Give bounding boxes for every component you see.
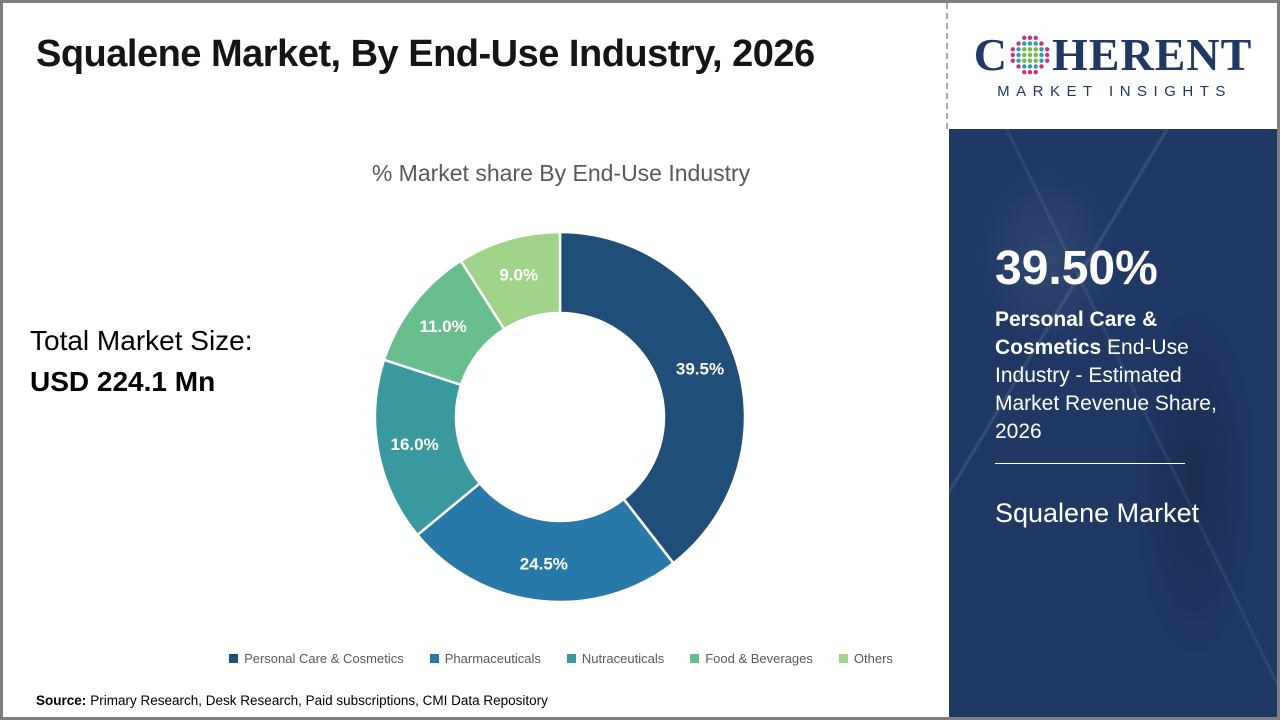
logo-text-prefix: C [973,29,1008,80]
donut-chart-svg: 39.5% 24.5% 16.0% 11.0% 9.0% [373,230,747,604]
globe-dot [1033,52,1038,58]
legend-item-4: Others [838,651,893,666]
legend-swatch-3 [690,654,700,663]
legend-label-1: Pharmaceuticals [444,651,541,666]
logo-subtitle: MARKET INSIGHTS [997,83,1232,100]
globe-dot [1033,64,1038,69]
legend-item-0: Personal Care & Cosmetics [229,651,404,666]
slice-label-1: 24.5% [520,555,568,574]
globe-dot [1027,69,1033,75]
sidebar-highlight-description: Personal Care & Cosmetics End-Use Indust… [995,306,1219,446]
globe-dot [1039,47,1044,52]
globe-dot [1033,47,1038,52]
legend-label-3: Food & Beverages [705,651,813,666]
globe-dot [1027,64,1033,69]
legend-label-0: Personal Care & Cosmetics [244,651,404,666]
legend-swatch-0 [229,654,239,663]
legend-item-1: Pharmaceuticals [429,651,541,666]
legend-swatch-1 [429,654,439,663]
legend-item-3: Food & Beverages [690,651,813,666]
donut-slice-0 [558,230,747,565]
sidebar: 39.50% Personal Care & Cosmetics End-Use… [949,129,1277,717]
globe-dot [1010,58,1015,63]
page-title: Squalene Market, By End-Use Industry, 20… [36,33,815,75]
logo: C HERENT MARKET INSIGHTS [949,3,1277,129]
globe-dot [1033,35,1038,41]
globe-dot [1022,58,1027,63]
globe-dot [1022,41,1027,46]
globe-dot [1016,47,1021,52]
chart-title: % Market share By End-Use Industry [371,160,751,186]
globe-dot [1022,69,1027,75]
source-text: Primary Research, Desk Research, Paid su… [90,693,548,708]
globe-dot [1016,52,1021,58]
globe-dot [1027,41,1033,46]
sidebar-divider [995,463,1185,464]
globe-dot [1016,64,1021,69]
logo-text-suffix: HERENT [1051,29,1253,80]
total-market-size: Total Market Size: USD 224.1 Mn [30,325,253,398]
slice-label-0: 39.5% [676,360,724,379]
slice-label-3: 11.0% [419,317,466,336]
globe-dot [1044,52,1050,58]
sidebar-market-name: Squalene Market [995,498,1200,528]
legend-swatch-2 [566,654,576,663]
source-label: Source: [36,693,87,708]
globe-dot [1016,58,1021,63]
globe-dot [1039,64,1044,69]
globe-dot [1022,47,1027,52]
globe-dot [1044,58,1050,63]
source-line: Source: Primary Research, Desk Research, … [36,693,548,708]
globe-dot [1016,41,1021,46]
sidebar-highlight-value: 39.50% [995,242,1158,295]
globe-dot [1010,52,1015,58]
globe-dot [1022,52,1027,58]
globe-dot [1010,47,1015,52]
globe-dot [1033,41,1038,46]
globe-dot [1044,47,1050,52]
donut-slice-4 [459,230,562,331]
legend-swatch-4 [838,654,848,663]
logo-wordmark: C HERENT [974,32,1253,78]
market-size-label: Total Market Size: [30,325,253,356]
slice-label-4: 9.0% [499,265,538,284]
globe-dot [1033,69,1038,75]
globe-dot [1039,52,1044,58]
slice-label-2: 16.0% [390,435,438,454]
globe-dots-icon [1010,35,1050,75]
globe-dot [1027,58,1033,63]
globe-dot [1033,58,1038,63]
market-size-value: USD 224.1 Mn [30,366,216,397]
globe-dot [1027,35,1033,41]
globe-dot [1027,52,1033,58]
chart-legend: Personal Care & Cosmetics Pharmaceuticals… [171,651,951,666]
globe-dot [1039,41,1044,46]
sidebar-highlight-bold: Personal Care & Cosmetics [995,308,1158,359]
sidebar-highlight-rest: End-Use Industry - Estimated Market Reve… [995,336,1217,443]
legend-label-4: Others [853,651,893,666]
donut-slice-1 [416,482,675,604]
legend-label-2: Nutraceuticals [581,651,665,666]
vertical-dashed-divider [946,3,948,129]
legend-item-2: Nutraceuticals [566,651,665,666]
globe-dot [1027,47,1033,52]
donut-chart: 39.5% 24.5% 16.0% 11.0% 9.0% [360,217,760,617]
globe-dot [1039,58,1044,63]
globe-dot [1022,35,1027,41]
globe-dot [1022,64,1027,69]
